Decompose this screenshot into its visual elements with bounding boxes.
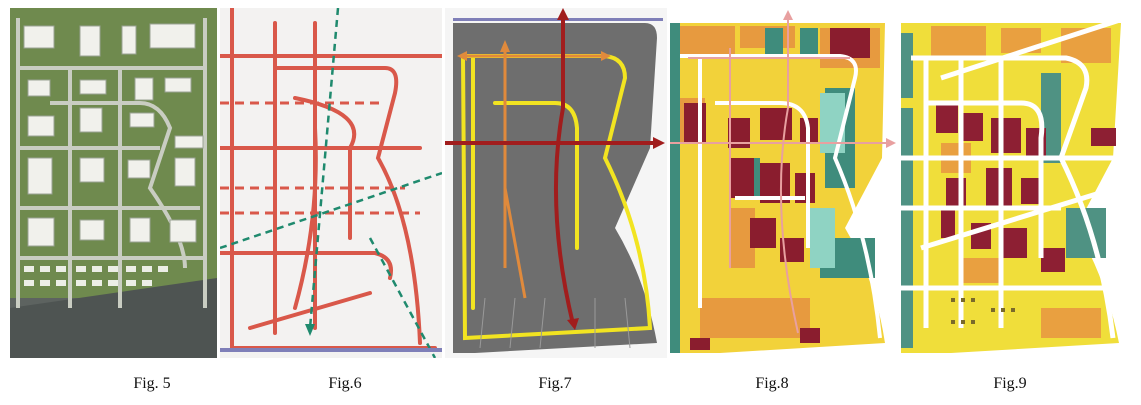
figure-5-aerial-plan (10, 8, 217, 358)
land-use-diagram (670, 8, 898, 358)
building-massing-diagram (901, 8, 1133, 358)
figure-7-movement-axes (445, 8, 667, 358)
figure-8-land-use (670, 8, 898, 358)
figure-9-building-massing (901, 8, 1133, 358)
figure-6-road-grid (220, 8, 442, 358)
movement-axes-diagram (445, 8, 667, 358)
aerial-site-plan-image (10, 8, 217, 358)
figure-9-caption: Fig.9 (993, 375, 1027, 392)
road-grid-diagram (220, 8, 442, 358)
figure-6-caption: Fig.6 (328, 375, 362, 392)
figure-5-caption: Fig. 5 (133, 375, 171, 392)
figure-8-caption: Fig.8 (755, 375, 789, 392)
figure-7-caption: Fig.7 (538, 375, 572, 392)
